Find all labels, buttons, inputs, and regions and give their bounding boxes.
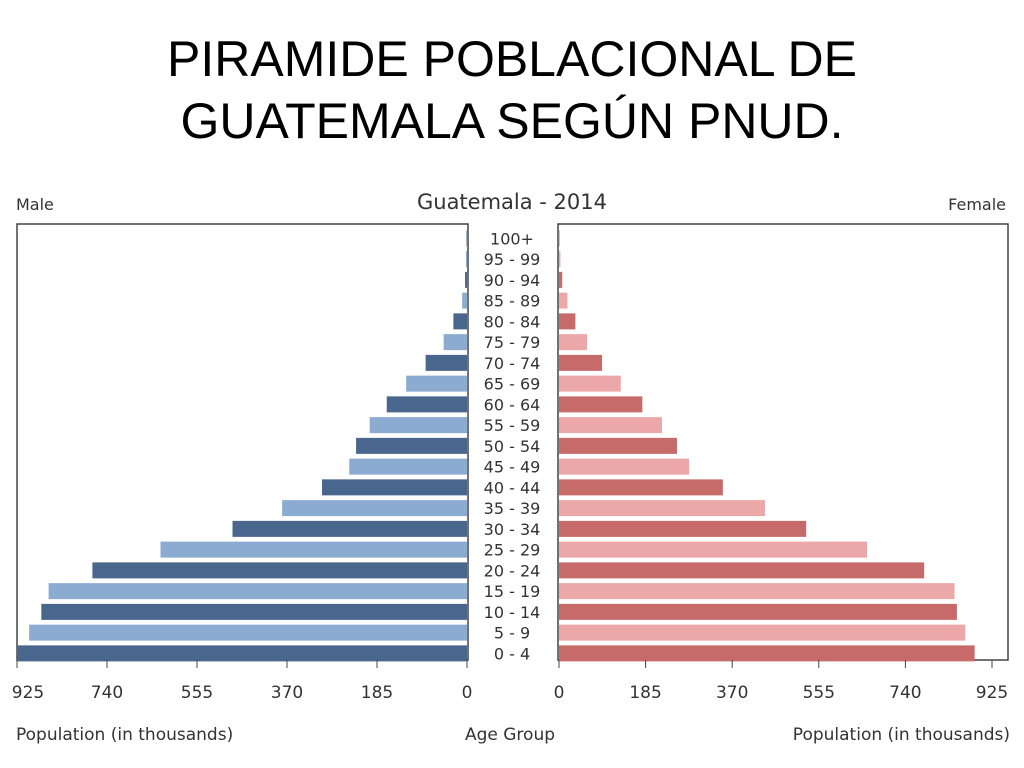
- female-bar: [559, 375, 621, 392]
- male-bar: [462, 292, 467, 309]
- age-group-label: 100+: [490, 229, 534, 248]
- female-bar: [559, 334, 588, 351]
- male-bar: [29, 624, 467, 641]
- male-x-axis-label: Population (in thousands): [16, 725, 233, 745]
- male-bar: [369, 417, 467, 434]
- male-bar: [160, 541, 467, 558]
- female-bar: [559, 251, 561, 268]
- age-group-label: 55 - 59: [484, 416, 541, 435]
- male-bar: [282, 500, 467, 517]
- female-bar: [559, 624, 966, 641]
- female-bar: [559, 500, 765, 517]
- x-tick-label: 185: [629, 683, 661, 703]
- age-group-label: 30 - 34: [484, 520, 541, 539]
- x-tick-label: 185: [361, 683, 393, 703]
- age-group-label: 35 - 39: [484, 499, 541, 518]
- age-group-label: 10 - 14: [484, 603, 541, 622]
- male-bar: [465, 271, 467, 288]
- x-tick-label: 370: [271, 683, 303, 703]
- x-tick-label: 0: [554, 683, 565, 703]
- age-group-label: 95 - 99: [484, 250, 541, 269]
- male-bar: [466, 251, 467, 268]
- female-bar: [559, 354, 603, 371]
- age-group-label: 65 - 69: [484, 375, 541, 394]
- x-tick-label: 0: [462, 683, 473, 703]
- male-bar: [17, 645, 467, 662]
- female-bar: [559, 541, 868, 558]
- female-bar: [559, 313, 576, 330]
- female-bar: [559, 417, 662, 434]
- male-bar: [322, 479, 467, 496]
- female-bar: [559, 520, 807, 537]
- female-bar: [559, 583, 955, 600]
- slide-title-line-1: PIRAMIDE POBLACIONAL DE: [167, 31, 857, 87]
- x-tick-label: 925: [12, 683, 44, 703]
- age-group-label: 15 - 19: [484, 582, 541, 601]
- female-bar: [559, 396, 643, 413]
- male-bar: [41, 603, 467, 620]
- age-group-label: 60 - 64: [484, 395, 541, 414]
- x-tick-label: 925: [976, 683, 1008, 703]
- female-bar: [559, 479, 723, 496]
- male-bar: [48, 583, 468, 600]
- chart-title: Guatemala - 2014: [417, 190, 607, 214]
- female-bar: [559, 292, 568, 309]
- slide-title: PIRAMIDE POBLACIONAL DE GUATEMALA SEGÚN …: [0, 28, 1024, 152]
- male-bars: [17, 230, 468, 662]
- x-tick-label: 555: [181, 683, 213, 703]
- male-bar: [386, 396, 467, 413]
- age-group-label: 45 - 49: [484, 458, 541, 477]
- age-group-axis-label: Age Group: [465, 725, 555, 745]
- female-bar: [559, 437, 677, 454]
- male-bar: [232, 520, 467, 537]
- x-tick-label: 555: [803, 683, 835, 703]
- male-bar: [425, 354, 467, 371]
- female-bar: [559, 458, 690, 475]
- age-group-label: 25 - 29: [484, 541, 541, 560]
- age-group-label: 70 - 74: [484, 354, 541, 373]
- age-group-label: 90 - 94: [484, 271, 541, 290]
- male-bar: [356, 437, 467, 454]
- age-group-label: 80 - 84: [484, 312, 541, 331]
- age-group-label: 0 - 4: [494, 644, 530, 663]
- x-tick-label: 370: [716, 683, 748, 703]
- male-label: Male: [16, 195, 54, 214]
- male-bar: [443, 334, 467, 351]
- age-group-label: 40 - 44: [484, 478, 541, 497]
- female-bar: [559, 562, 925, 579]
- male-bar: [92, 562, 468, 579]
- male-bar: [349, 458, 467, 475]
- female-bar: [559, 645, 975, 662]
- age-group-label: 75 - 79: [484, 333, 541, 352]
- female-x-axis-ticks: 0 185 370 555 740 925: [554, 660, 1008, 703]
- female-bar: [559, 603, 957, 620]
- age-group-label: 5 - 9: [494, 624, 530, 643]
- female-bar: [559, 271, 563, 288]
- female-bars: [559, 230, 975, 662]
- male-bar: [406, 375, 467, 392]
- x-tick-label: 740: [889, 683, 921, 703]
- age-group-label: 85 - 89: [484, 292, 541, 311]
- male-x-axis-ticks: 925 740 555 370 185 0: [12, 660, 473, 703]
- female-label: Female: [948, 195, 1006, 214]
- age-group-label: 50 - 54: [484, 437, 541, 456]
- age-group-label: 20 - 24: [484, 561, 541, 580]
- slide-title-line-2: GUATEMALA SEGÚN PNUD.: [180, 93, 844, 149]
- female-x-axis-label: Population (in thousands): [793, 725, 1010, 745]
- x-tick-label: 740: [91, 683, 123, 703]
- male-bar: [453, 313, 467, 330]
